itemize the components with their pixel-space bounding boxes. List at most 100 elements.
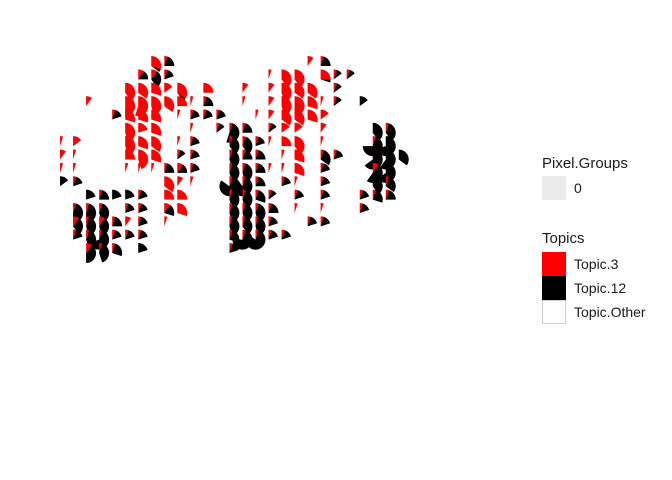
pie-slice-topic3-19 <box>112 109 116 120</box>
pie-slice-topic3-3 <box>151 69 158 80</box>
pie-slice-topic3-23 <box>177 109 181 120</box>
pie-slice-topic3-77 <box>138 216 142 227</box>
pie-slice-topic12-169 <box>268 190 277 200</box>
pie-slice-topic3-71 <box>177 202 188 217</box>
pie-slice-topic3-73 <box>86 216 90 227</box>
pie-slice-topic3-64 <box>177 189 188 200</box>
pie-slice-topic3-17 <box>190 96 194 107</box>
pie-slice-topic3-183 <box>372 162 379 173</box>
pie-slice-topic3-175 <box>320 216 324 227</box>
pie-slice-topic12-119 <box>268 230 279 240</box>
pie-slice-topic12-58 <box>86 189 96 200</box>
pie-slice-topic3-4 <box>164 69 168 80</box>
pie-slice-topic12-30 <box>216 123 225 133</box>
pie-slice-topic12-43 <box>177 150 186 160</box>
pie-slice-topic3-162 <box>268 162 272 173</box>
pie-slice-topic12-92 <box>242 123 253 133</box>
pie-slice-topic3-34 <box>138 136 149 150</box>
pie-slice-topic12-59 <box>99 190 110 200</box>
pie-slice-topic3-9 <box>177 82 188 99</box>
pie-slice-topic3-32 <box>73 136 82 147</box>
pie-slice-topic3-149 <box>320 109 329 120</box>
pie-slice-topic12-72 <box>73 218 84 235</box>
pie-slice-topic12-69 <box>138 203 148 213</box>
pie-slice-topic12-128 <box>333 69 342 80</box>
pie-slice-topic3-164 <box>294 162 305 176</box>
pie-slice-topic3-76 <box>125 216 132 227</box>
pie-slice-topic3-119 <box>268 229 272 240</box>
pie-slice-topic3-49 <box>151 162 155 173</box>
legend-label-topic-other: Topic.Other <box>574 304 646 320</box>
pie-slice-topic3-153 <box>320 122 327 133</box>
pie-slice-topic3-72 <box>73 216 79 227</box>
pie-slice-topic12-24 <box>190 109 200 120</box>
pie-slice-topic3-98 <box>255 149 259 160</box>
pie-slice-topic3-133 <box>294 82 305 99</box>
pie-slice-topic3-155 <box>281 136 292 147</box>
pie-slice-topic3-67 <box>99 202 103 213</box>
pie-slice-topic12-51 <box>177 164 188 173</box>
pie-slice-topic3-97 <box>242 149 246 160</box>
pie-slice-topic3-85 <box>86 243 92 254</box>
pie-slice-topic12-53 <box>73 176 83 187</box>
pie-slice-topic12-93 <box>229 136 240 155</box>
pie-slice-topic3-55 <box>164 176 175 193</box>
pie-slice-topic12-188 <box>372 190 383 203</box>
pie-slice-topic12-171 <box>320 190 331 200</box>
pie-slice-topic3-177 <box>385 122 389 133</box>
pie-slice-topic12-118 <box>245 230 266 250</box>
pie-slice-topic12-79 <box>73 230 83 240</box>
pie-slice-topic3-168 <box>320 176 324 187</box>
pie-slice-topic12-98 <box>255 150 266 160</box>
pie-slice-topic3-104 <box>255 176 259 187</box>
pie-slice-topic12-176 <box>372 122 383 141</box>
pie-slice-topic12-84 <box>138 230 148 240</box>
pie-slice-topic3-20 <box>125 109 136 123</box>
pie-slice-topic3-7 <box>151 82 162 96</box>
pie-slice-topic12-150 <box>268 123 277 133</box>
pie-slice-topic3-189 <box>385 189 389 200</box>
pie-slice-topic3-144 <box>255 109 259 120</box>
pie-slice-topic12-181 <box>379 149 396 170</box>
pie-slice-topic3-84 <box>138 229 142 240</box>
pie-slice-topic3-6 <box>138 82 149 99</box>
pie-slice-topic3-42 <box>151 149 162 163</box>
pie-slice-topic3-146 <box>281 109 292 126</box>
pie-slice-topic3-63 <box>164 189 175 200</box>
pie-slice-topic3-111 <box>268 202 272 213</box>
pie-slice-topic3-99 <box>229 162 233 173</box>
pie-slice-topic12-62 <box>138 190 148 200</box>
pie-slice-topic3-75 <box>112 216 116 227</box>
pie-slice-topic3-187 <box>359 189 363 200</box>
pie-slice-topic3-45 <box>60 162 64 173</box>
pie-slice-topic3-142 <box>333 96 337 107</box>
pie-slice-topic3-125 <box>281 69 292 88</box>
pie-slice-topic3-102 <box>229 176 233 187</box>
pie-slice-topic3-0 <box>151 56 162 70</box>
pie-slice-topic3-108 <box>229 202 233 213</box>
pie-slice-topic3-141 <box>320 96 324 107</box>
pie-slice-topic3-136 <box>242 96 246 107</box>
pie-slice-topic3-37 <box>190 136 194 147</box>
pie-markers <box>60 55 409 264</box>
pie-slice-topic12-54 <box>60 176 69 187</box>
pie-slice-topic12-135 <box>333 83 342 93</box>
pie-slice-topic3-39 <box>73 149 77 160</box>
pie-slice-topic12-87 <box>112 243 123 257</box>
pie-slice-topic12-1 <box>164 56 175 66</box>
pie-slice-topic12-115 <box>268 216 279 227</box>
pie-slice-topic12-18 <box>203 96 214 107</box>
pie-slice-topic3-69 <box>138 202 142 213</box>
pie-slice-topic3-81 <box>99 229 103 240</box>
pie-slice-topic3-90 <box>216 109 220 120</box>
pie-slice-topic12-60 <box>112 189 122 200</box>
pie-slice-topic3-137 <box>268 96 275 107</box>
pie-slice-topic12-97 <box>242 150 253 160</box>
pie-slice-topic3-30 <box>216 122 220 133</box>
legend: Pixel.Groups 0 Topics Topic.3 Topic.12 T… <box>542 155 646 324</box>
pie-slice-topic12-142 <box>333 96 342 107</box>
pie-slice-topic3-27 <box>138 122 148 133</box>
pie-slice-topic3-8 <box>164 82 173 93</box>
pie-slice-topic12-168 <box>320 176 331 187</box>
pie-slice-topic3-59 <box>99 189 103 200</box>
